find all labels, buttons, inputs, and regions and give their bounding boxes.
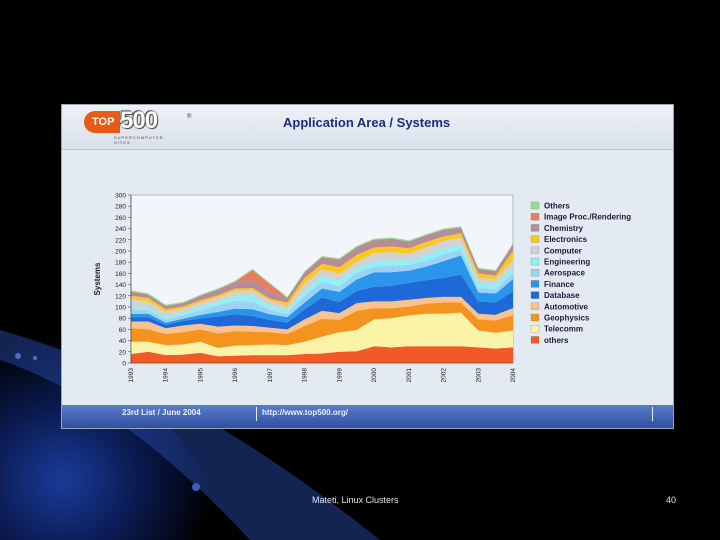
y-tick-label: 40 — [119, 338, 127, 345]
legend-swatch — [530, 224, 540, 232]
slide-page-number: 40 — [666, 495, 677, 505]
y-tick-label: 140 — [115, 282, 126, 289]
area-chart: 0 20 40 60 80 100 120 140 160 180 200 220 240 260 280 3… — [93, 193, 631, 383]
legend-label: Geophysics — [544, 314, 590, 323]
slide-footer-text: Mateti, Linux Clusters — [312, 495, 399, 505]
chart-footer: 23rd List / June 2004 http://www.top500.… — [62, 405, 673, 428]
y-tick-label: 120 — [115, 293, 126, 300]
y-tick-label: 280 — [115, 204, 126, 211]
legend-swatch — [530, 280, 540, 288]
area-series-aerospace — [131, 249, 513, 323]
area-series-telecomm — [131, 312, 513, 357]
area-series-engineering — [131, 244, 513, 320]
legend-swatch — [530, 302, 540, 310]
legend-label: Engineering — [544, 258, 590, 267]
y-tick-label: 100 — [115, 305, 126, 312]
y-tick-label: 20 — [119, 349, 127, 356]
legend-swatch — [530, 336, 540, 344]
y-tick-label: 80 — [119, 316, 127, 323]
x-tick-label: 1999 — [336, 368, 343, 383]
legend-swatch — [530, 235, 540, 243]
y-tick-label: 240 — [115, 226, 126, 233]
legend-label: Aerospace — [544, 269, 585, 278]
source-url: http://www.top500.org/ — [262, 408, 348, 417]
x-tick-label: 1995 — [197, 368, 204, 383]
legend-swatch — [530, 291, 540, 299]
legend-swatch — [530, 213, 540, 221]
slide-footer: Mateti, Linux Clusters 40 — [0, 494, 720, 508]
x-tick-label: 2002 — [441, 368, 448, 383]
legend-label: Image Proc./Rendering — [544, 213, 631, 222]
list-date: 23rd List / June 2004 — [122, 408, 201, 417]
y-tick-label: 260 — [115, 215, 126, 222]
legend-label: Automotive — [544, 302, 589, 311]
legend-swatch — [530, 246, 540, 254]
area-series-database — [131, 274, 513, 330]
y-tick-label: 300 — [115, 193, 126, 200]
x-tick-label: 1993 — [128, 368, 135, 383]
logo-registered-mark: ® — [187, 114, 192, 120]
legend-label: Electronics — [544, 235, 588, 244]
legend-swatch — [530, 313, 540, 322]
legend-label: Others — [544, 202, 570, 211]
y-tick-label: 0 — [122, 361, 126, 368]
x-tick-label: 2003 — [475, 368, 482, 383]
footer-divider — [256, 407, 257, 421]
x-tick-label: 2000 — [371, 368, 378, 383]
x-tick-label: 2001 — [406, 368, 413, 383]
legend-swatch — [530, 257, 540, 266]
legend-swatch — [530, 201, 540, 210]
y-tick-label: 220 — [115, 237, 126, 244]
x-tick-label: 1994 — [163, 368, 170, 383]
area-series-computer — [131, 237, 513, 318]
x-tick-label: 1996 — [232, 368, 239, 383]
legend-label: Database — [544, 291, 580, 300]
logo-top-text: TOP — [84, 111, 121, 133]
legend-label: Chemistry — [544, 224, 584, 233]
footer-divider-end — [652, 407, 653, 421]
legend-label: others — [544, 336, 569, 345]
y-axis-label: Systems — [93, 262, 102, 295]
logo-500-text: 500 — [120, 107, 158, 134]
legend-swatch — [530, 325, 540, 333]
legend-label: Computer — [544, 246, 582, 255]
x-tick-label: 2004 — [510, 368, 517, 383]
chart-header: TOP 500 SUPERCOMPUTER SITES ® Applicatio… — [62, 105, 673, 150]
y-tick-label: 200 — [115, 249, 126, 256]
legend-swatch — [530, 269, 540, 277]
area-series-chemistry — [131, 227, 513, 310]
legend-label: Finance — [544, 280, 575, 289]
x-tick-label: 1997 — [267, 368, 274, 383]
y-tick-label: 160 — [115, 271, 126, 278]
area-series-finance — [131, 255, 513, 325]
y-tick-label: 60 — [119, 327, 127, 334]
chart-title: Application Area / Systems — [283, 115, 451, 130]
x-tick-label: 1998 — [302, 368, 309, 383]
area-series-others — [131, 346, 513, 363]
logo-subtitle: SUPERCOMPUTER SITES — [114, 135, 164, 145]
legend-label: Telecomm — [544, 325, 583, 334]
y-tick-label: 180 — [115, 260, 126, 267]
area-series-geophysics — [131, 302, 513, 348]
chart-image: TOP 500 SUPERCOMPUTER SITES ® Applicatio… — [61, 104, 674, 429]
top500-logo: TOP 500 SUPERCOMPUTER SITES ® — [84, 107, 191, 145]
area-series-automotive — [131, 296, 513, 334]
